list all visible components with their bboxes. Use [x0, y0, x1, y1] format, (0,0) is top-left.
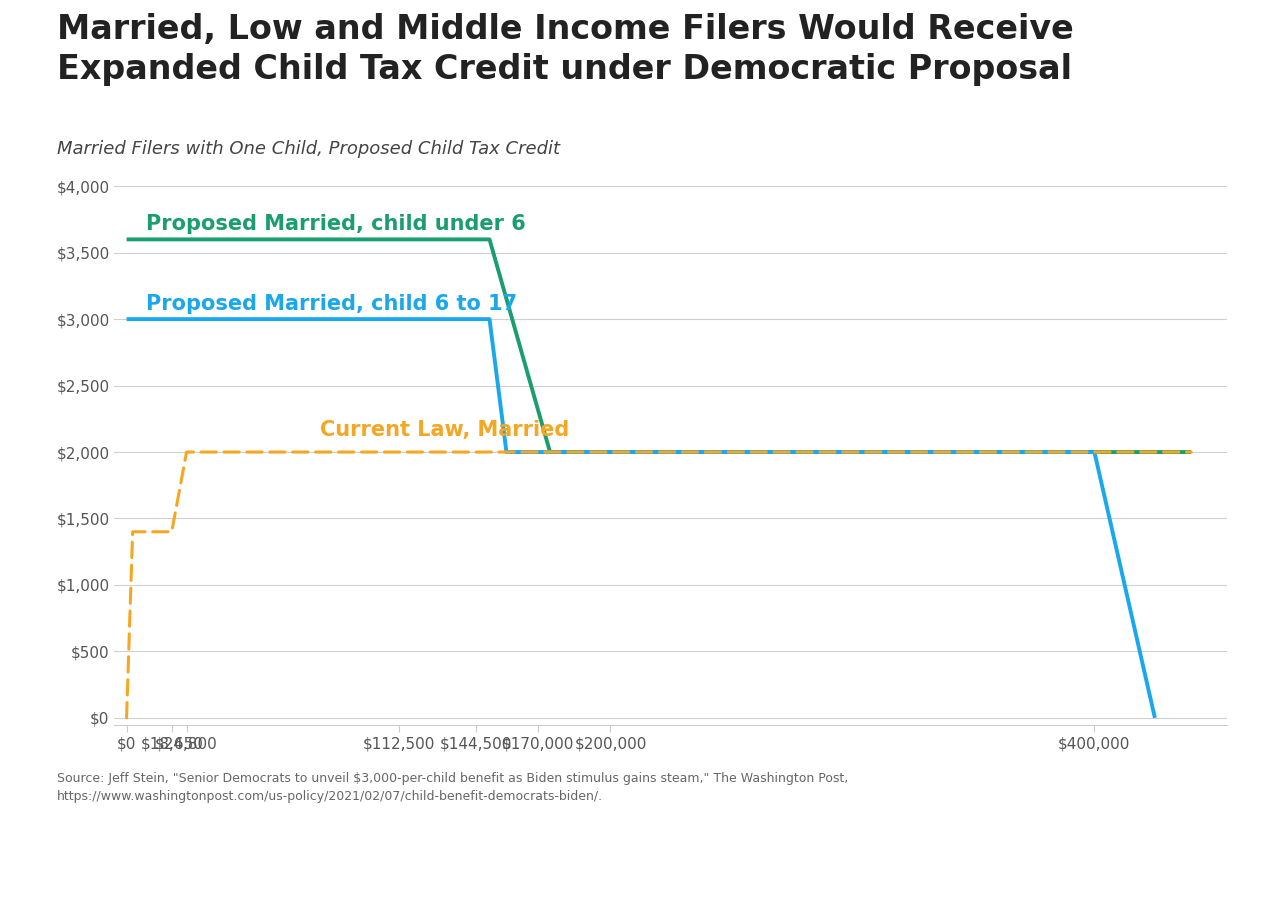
Text: Proposed Married, child 6 to 17: Proposed Married, child 6 to 17 [146, 293, 516, 314]
Text: TAX FOUNDATION: TAX FOUNDATION [23, 858, 216, 878]
Text: @TaxFoundation: @TaxFoundation [1102, 859, 1249, 877]
Text: Source: Jeff Stein, "Senior Democrats to unveil $3,000-per-child benefit as Bide: Source: Jeff Stein, "Senior Democrats to… [57, 772, 848, 803]
Text: Current Law, Married: Current Law, Married [321, 420, 570, 440]
Text: Married, Low and Middle Income Filers Would Receive
Expanded Child Tax Credit un: Married, Low and Middle Income Filers Wo… [57, 14, 1074, 86]
Text: Married Filers with One Child, Proposed Child Tax Credit: Married Filers with One Child, Proposed … [57, 140, 560, 158]
Text: Proposed Married, child under 6: Proposed Married, child under 6 [146, 214, 525, 234]
